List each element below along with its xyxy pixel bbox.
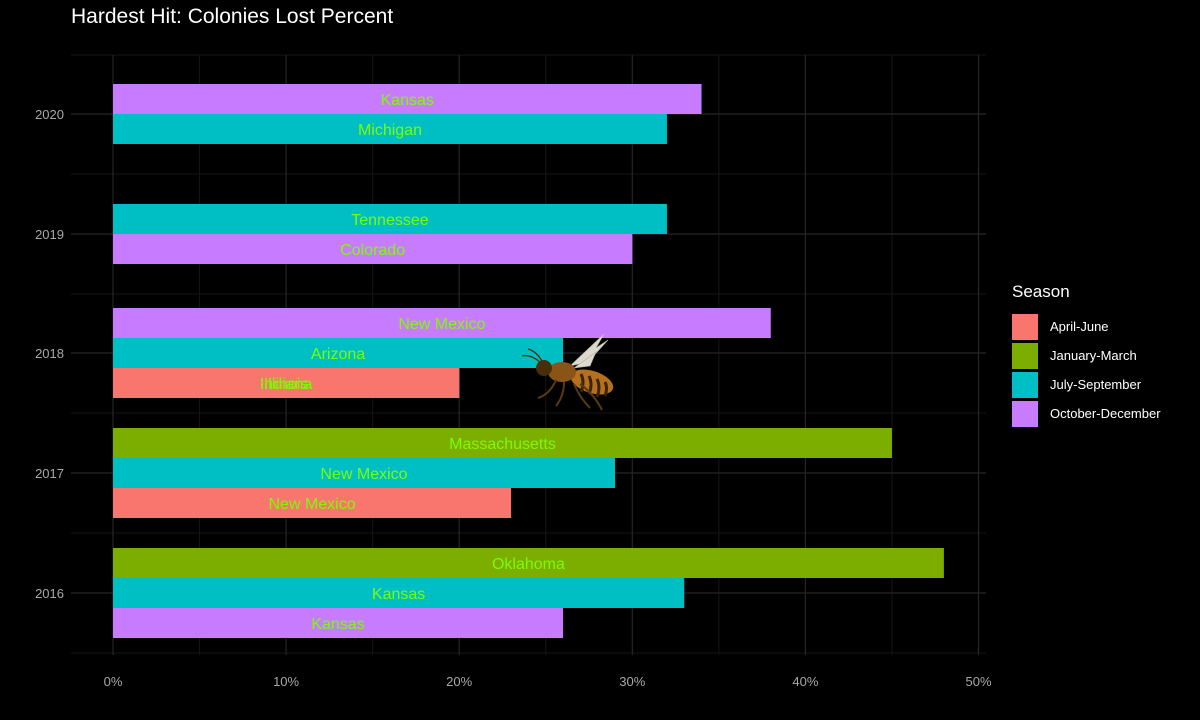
bar [113, 234, 633, 264]
legend-label: April-June [1050, 319, 1109, 334]
legend-swatch [1012, 342, 1038, 369]
bar-label: Illinois [264, 376, 308, 393]
bar-label: Kansas [381, 92, 434, 109]
bar [113, 84, 702, 114]
x-tick-label: 0% [104, 674, 123, 689]
legend-swatch [1012, 371, 1038, 398]
bar-label: New Mexico [268, 496, 355, 513]
legend-swatch [1012, 400, 1038, 427]
legend-item: January-March [1012, 341, 1161, 370]
bar [113, 458, 615, 488]
bar [113, 578, 685, 608]
legend-title: Season [1012, 282, 1070, 301]
bar-label: Kansas [311, 616, 364, 633]
x-tick-label: 50% [965, 674, 991, 689]
bar [113, 608, 564, 638]
bar-label: Colorado [340, 242, 405, 259]
x-tick-label: 30% [619, 674, 645, 689]
bar-label: Tennessee [351, 212, 428, 229]
bar [113, 338, 564, 368]
legend-item: July-September [1012, 370, 1161, 399]
bee-icon [521, 333, 614, 411]
legend-items: April-June January-March July-September Oct… [1012, 312, 1161, 428]
bar [113, 114, 667, 144]
legend-item: October-December [1012, 399, 1161, 428]
bar [113, 308, 771, 338]
bar-label: Kansas [372, 586, 425, 603]
bar [113, 368, 460, 398]
y-tick-label: 2020 [35, 107, 64, 122]
bar-label: Michigan [358, 122, 422, 139]
y-tick-label: 2017 [35, 466, 64, 481]
bar-label: Arizona [311, 346, 365, 363]
legend-swatch [1012, 313, 1038, 340]
legend-label: July-September [1050, 377, 1142, 392]
bar [113, 548, 944, 578]
x-tick-label: 40% [792, 674, 818, 689]
bar-label: New Mexico [320, 466, 407, 483]
bar [113, 488, 512, 518]
chart-title: Hardest Hit: Colonies Lost Percent [71, 5, 394, 28]
bar-label: Indiana [260, 376, 313, 393]
x-tick-label: 20% [446, 674, 472, 689]
legend-label: January-March [1050, 348, 1137, 363]
bar-label: Massachusetts [449, 436, 556, 453]
y-tick-label: 2016 [35, 586, 64, 601]
bar-label: New Mexico [398, 316, 485, 333]
x-tick-label: 10% [273, 674, 299, 689]
legend-label: October-December [1050, 406, 1161, 421]
bar [113, 204, 667, 234]
legend-item: April-June [1012, 312, 1161, 341]
y-tick-label: 2019 [35, 227, 64, 242]
bar [113, 428, 892, 458]
y-tick-label: 2018 [35, 346, 64, 361]
legend: Season April-June January-March July-Septe… [1012, 282, 1161, 428]
bar-label: Oklahoma [492, 556, 565, 573]
